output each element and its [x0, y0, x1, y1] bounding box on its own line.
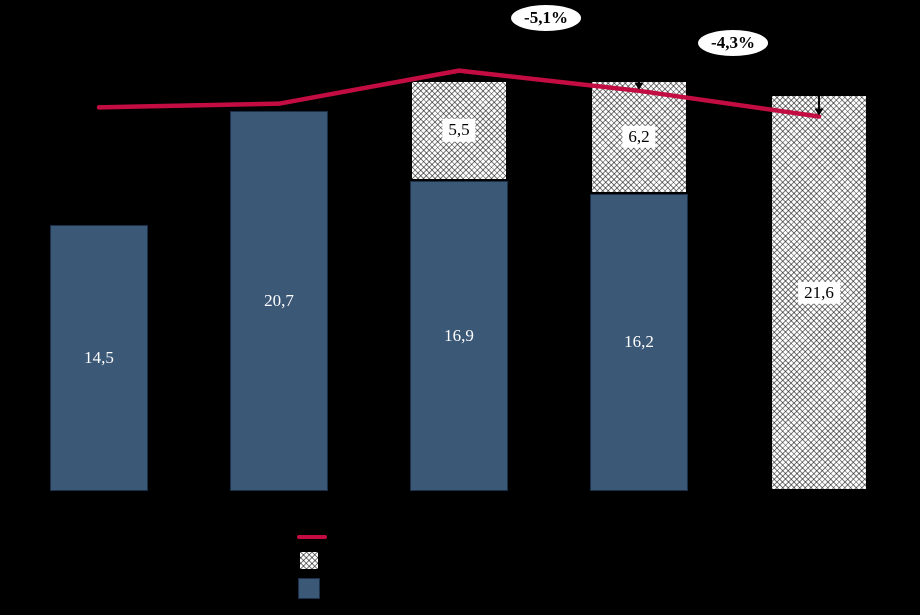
legend-swatch-trend-line: [297, 535, 327, 539]
bar-segment-solid: [590, 193, 688, 491]
bar-value-label: 16,9: [444, 325, 474, 345]
bar-segment-solid: [50, 224, 148, 491]
annotation-ellipse-1: -5,1%: [509, 3, 583, 33]
bar-segment-solid: [410, 180, 508, 491]
bar-value-label: 5,5: [442, 119, 476, 142]
legend-swatch-solid-bar: [298, 578, 320, 599]
bar-value-label: 16,2: [624, 332, 654, 352]
bar-value-label: 21,6: [798, 281, 840, 304]
bar-value-label: 20,7: [264, 291, 294, 310]
annotation-ellipse-2: -4,3%: [696, 28, 770, 58]
bar-value-label: 6,2: [622, 125, 656, 148]
legend-swatch-hatched-bar: [298, 550, 320, 571]
bar-segment-solid: [230, 111, 328, 491]
bar-value-label: 14,5: [84, 347, 114, 367]
